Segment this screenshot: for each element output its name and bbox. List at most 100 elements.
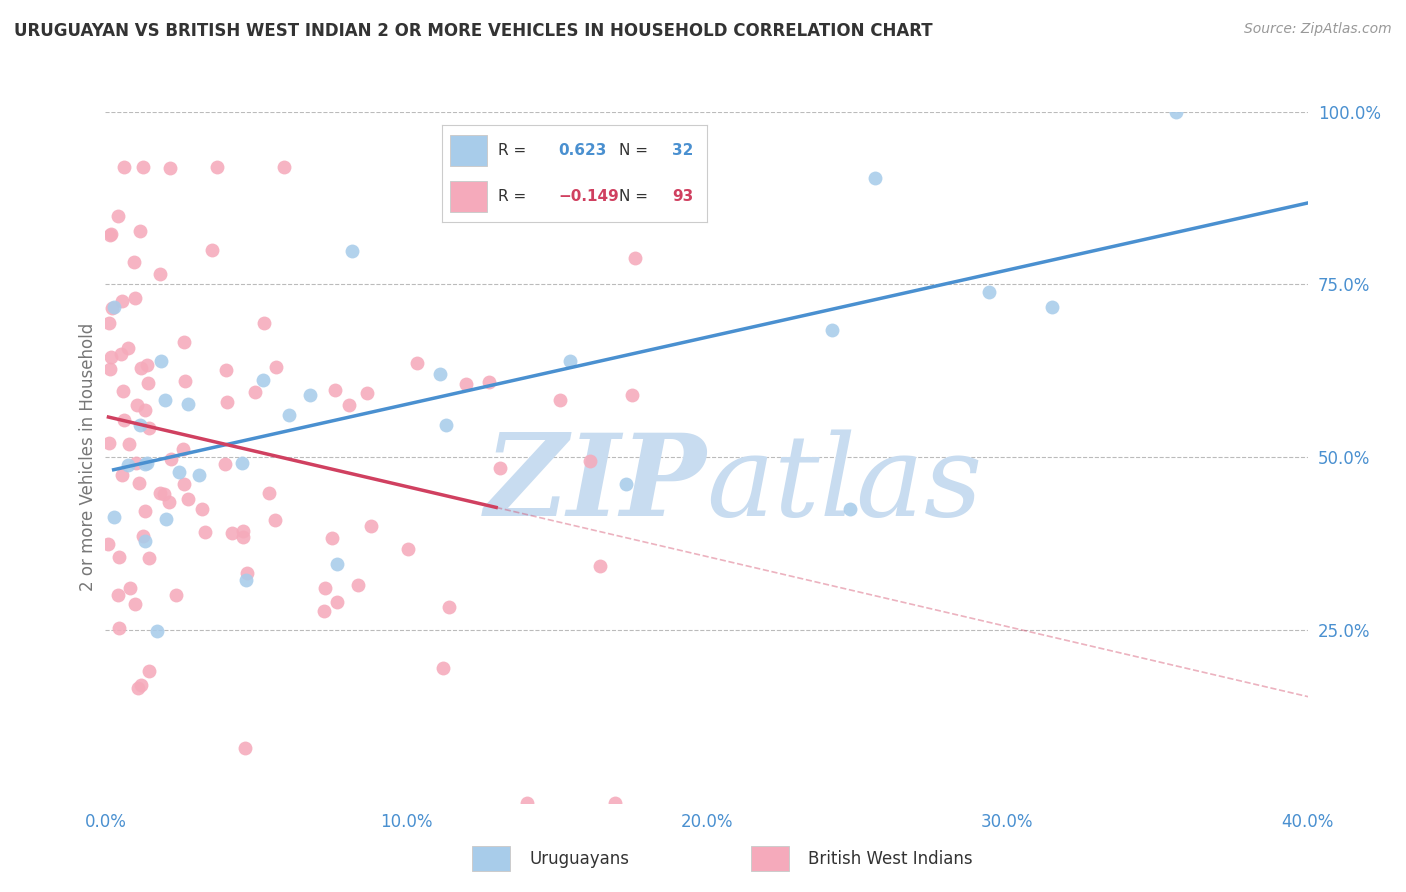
Point: [194, 524, 217, 539]
Point: [214, 457, 236, 471]
Point: [454, 376, 477, 391]
Point: [112, 384, 135, 399]
Point: [440, 182, 463, 196]
Point: [398, 542, 420, 557]
Point: [149, 485, 172, 500]
Point: [221, 526, 243, 541]
Text: URUGUAYAN VS BRITISH WEST INDIAN 2 OR MORE VEHICLES IN HOUSEHOLD CORRELATION CHA: URUGUAYAN VS BRITISH WEST INDIAN 2 OR MO…: [14, 22, 932, 40]
Point: [112, 160, 135, 174]
Point: [620, 388, 643, 402]
Point: [235, 573, 257, 587]
Point: [191, 502, 214, 516]
Point: [108, 621, 131, 635]
Point: [820, 323, 842, 337]
Point: [243, 384, 266, 399]
Point: [205, 160, 228, 174]
Point: [100, 350, 122, 364]
Point: [548, 393, 571, 408]
Point: [132, 528, 155, 542]
Point: [127, 681, 149, 695]
Point: [97, 537, 120, 551]
Point: [97, 436, 120, 450]
Point: [314, 604, 336, 618]
Point: [129, 361, 152, 376]
Point: [111, 468, 134, 483]
Point: [138, 551, 160, 566]
Text: Uruguayans: Uruguayans: [530, 849, 630, 868]
Point: [157, 495, 180, 509]
Point: [100, 301, 122, 315]
Point: [108, 549, 131, 564]
Point: [1166, 104, 1188, 119]
Point: [623, 251, 645, 265]
Point: [172, 442, 194, 456]
Point: [977, 285, 1000, 299]
Point: [863, 170, 886, 185]
Point: [273, 160, 295, 174]
Point: [173, 334, 195, 349]
Point: [340, 244, 363, 258]
Point: [111, 294, 134, 309]
Point: [134, 533, 156, 548]
Bar: [751, 847, 789, 871]
Point: [560, 354, 582, 368]
Point: [153, 393, 176, 408]
Point: [155, 512, 177, 526]
Point: [236, 566, 259, 580]
Point: [360, 519, 382, 533]
Point: [217, 394, 239, 409]
Point: [98, 362, 121, 376]
Point: [603, 796, 626, 810]
Point: [516, 796, 538, 810]
Point: [125, 456, 148, 470]
Point: [326, 557, 349, 571]
Bar: [472, 847, 510, 871]
Point: [589, 559, 612, 574]
Point: [233, 740, 256, 755]
Point: [129, 678, 152, 692]
Point: [100, 227, 122, 241]
Point: [129, 418, 152, 433]
Point: [432, 661, 454, 675]
Point: [614, 476, 637, 491]
Point: [153, 487, 176, 501]
Text: British West Indians: British West Indians: [808, 849, 973, 868]
Point: [253, 316, 276, 330]
Point: [122, 254, 145, 268]
Y-axis label: 2 or more Vehicles in Household: 2 or more Vehicles in Household: [79, 323, 97, 591]
Point: [263, 513, 285, 527]
Point: [323, 384, 346, 398]
Point: [406, 356, 429, 370]
Point: [838, 501, 860, 516]
Point: [124, 598, 146, 612]
Point: [138, 664, 160, 678]
Point: [429, 368, 451, 382]
Point: [264, 360, 287, 375]
Point: [232, 524, 254, 538]
Point: [159, 161, 181, 176]
Point: [252, 373, 274, 387]
Point: [131, 160, 153, 174]
Point: [117, 458, 139, 472]
Point: [160, 451, 183, 466]
Point: [103, 300, 125, 314]
Point: [125, 399, 148, 413]
Point: [117, 342, 139, 356]
Point: [188, 468, 211, 483]
Point: [478, 375, 501, 389]
Point: [257, 486, 280, 500]
Point: [314, 581, 336, 595]
Point: [149, 267, 172, 281]
Point: [107, 209, 129, 223]
Point: [173, 476, 195, 491]
Point: [138, 376, 160, 391]
Point: [177, 492, 200, 507]
Point: [176, 397, 198, 411]
Point: [138, 421, 160, 435]
Point: [124, 291, 146, 305]
Point: [103, 509, 125, 524]
Point: [173, 374, 195, 388]
Point: [136, 456, 159, 470]
Point: [337, 398, 360, 412]
Point: [436, 418, 458, 433]
